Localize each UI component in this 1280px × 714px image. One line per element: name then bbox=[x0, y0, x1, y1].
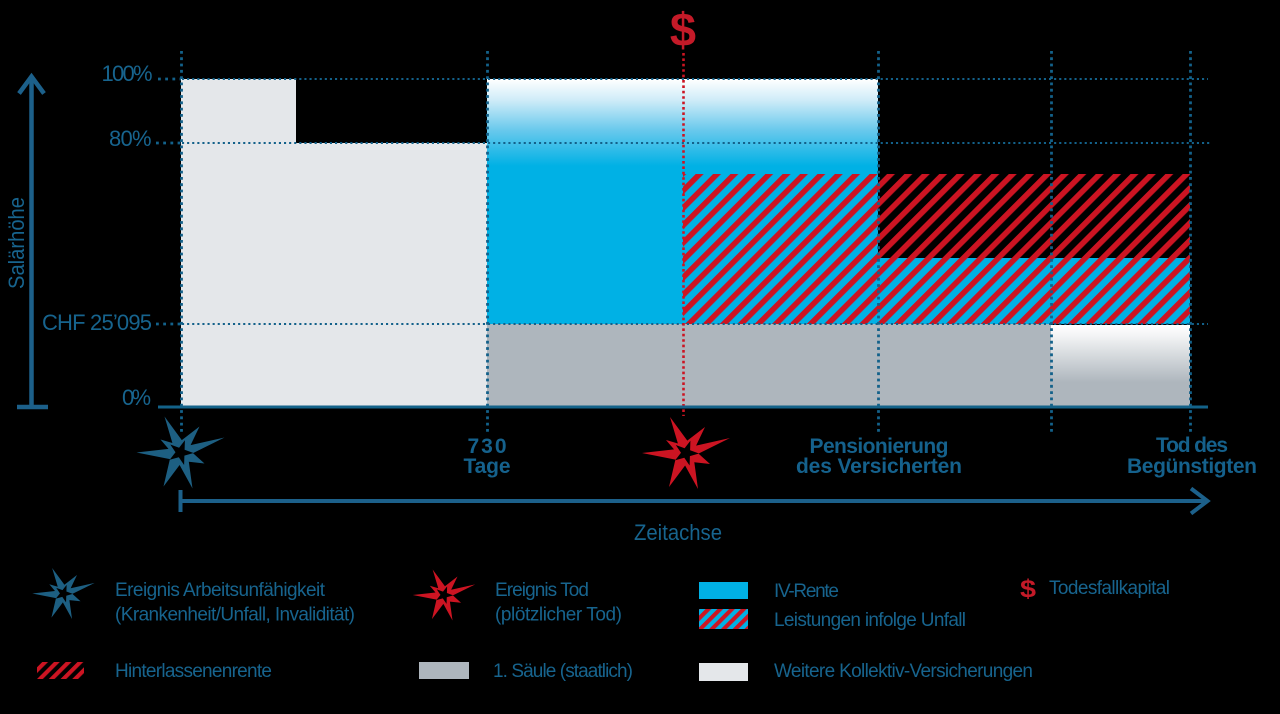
svg-text:CHF 25’095: CHF 25’095 bbox=[42, 310, 152, 335]
svg-text:80%: 80% bbox=[109, 126, 152, 151]
svg-text:Leistungen infolge Unfall: Leistungen infolge Unfall bbox=[774, 610, 966, 631]
svg-text:(plötzlicher Tod): (plötzlicher Tod) bbox=[495, 605, 622, 626]
svg-text:$: $ bbox=[1020, 575, 1036, 603]
svg-text:Ereignis Tod: Ereignis Tod bbox=[495, 580, 589, 601]
svg-text:Begünstigten: Begünstigten bbox=[1127, 455, 1257, 478]
svg-text:0%: 0% bbox=[122, 385, 151, 410]
svg-text:IV-Rente: IV-Rente bbox=[774, 581, 839, 602]
svg-text:1. Säule (staatlich): 1. Säule (staatlich) bbox=[493, 661, 633, 682]
svg-text:Todesfallkapital: Todesfallkapital bbox=[1049, 578, 1170, 599]
svg-text:Salärhöhe: Salärhöhe bbox=[4, 197, 29, 289]
svg-text:Tage: Tage bbox=[464, 455, 511, 478]
svg-text:Pensionierung: Pensionierung bbox=[810, 435, 949, 458]
svg-text:des Versicherten: des Versicherten bbox=[796, 455, 962, 478]
svg-text:(Krankenheit/Unfall, Invalidit: (Krankenheit/Unfall, Invalidität) bbox=[115, 605, 355, 626]
svg-text:Tod des: Tod des bbox=[1156, 434, 1228, 457]
svg-text:Weitere Kollektiv-Versicherung: Weitere Kollektiv-Versicherungen bbox=[774, 661, 1033, 682]
svg-text:Hinterlassenenrente: Hinterlassenenrente bbox=[115, 661, 272, 682]
svg-text:730: 730 bbox=[468, 435, 507, 458]
svg-text:Ereignis Arbeitsunfähigkeit: Ereignis Arbeitsunfähigkeit bbox=[115, 580, 326, 601]
svg-text:$: $ bbox=[670, 3, 696, 56]
svg-text:100%: 100% bbox=[102, 61, 153, 86]
svg-text:Zeitachse: Zeitachse bbox=[634, 520, 722, 545]
